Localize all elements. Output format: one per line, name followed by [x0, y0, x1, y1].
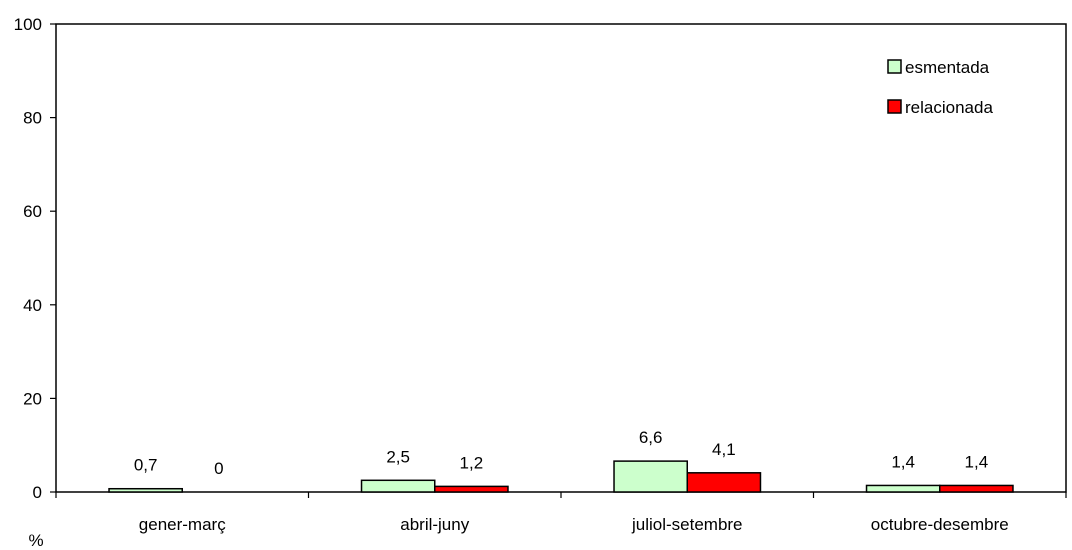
legend: esmentada relacionada	[887, 58, 993, 117]
bar-esmentada-0	[108, 487, 183, 493]
data-label-esmentada-2: 6,6	[639, 428, 663, 447]
data-labels: 0,7 0 2,5 1,2 6,6 4,1 1,4 1,4	[134, 428, 988, 478]
x-category-label: gener-març	[139, 515, 226, 534]
bars	[108, 460, 1014, 493]
bar-esmentada-1	[360, 479, 436, 493]
legend-label-relacionada: relacionada	[905, 98, 993, 117]
data-label-relacionada-1: 1,2	[460, 453, 484, 472]
data-label-esmentada-3: 1,4	[891, 452, 915, 471]
x-category-label: juliol-setembre	[631, 515, 743, 534]
bar-relacionada-1	[434, 485, 509, 493]
data-label-esmentada-0: 0,7	[134, 456, 158, 475]
data-label-relacionada-3: 1,4	[965, 452, 989, 471]
data-label-esmentada-1: 2,5	[386, 447, 410, 466]
bar-esmentada-3	[865, 484, 941, 493]
bar-relacionada-3	[939, 484, 1014, 493]
legend-label-esmentada: esmentada	[905, 58, 990, 77]
y-tick-label: 60	[23, 202, 42, 221]
y-tick-label: 40	[23, 296, 42, 315]
data-label-relacionada-0: 0	[214, 459, 223, 478]
y-axis-unit-label: %	[28, 531, 43, 550]
bar-relacionada-2	[686, 472, 762, 493]
data-label-relacionada-2: 4,1	[712, 440, 736, 459]
x-category-label: octubre-desembre	[871, 515, 1009, 534]
y-tick-label: 100	[14, 15, 42, 34]
y-axis: 0 20 40 60 80 100	[14, 15, 56, 502]
bar-esmentada-2	[613, 460, 689, 493]
x-axis: gener-març abril-juny juliol-setembre octub…	[55, 492, 1067, 534]
y-tick-label: 20	[23, 389, 42, 408]
legend-swatch-relacionada	[887, 99, 902, 114]
plot-area-frame	[55, 23, 1067, 493]
y-tick-label: 80	[23, 109, 42, 128]
legend-swatch-esmentada	[887, 59, 902, 74]
x-category-label: abril-juny	[400, 515, 469, 534]
y-tick-label: 0	[33, 483, 42, 502]
